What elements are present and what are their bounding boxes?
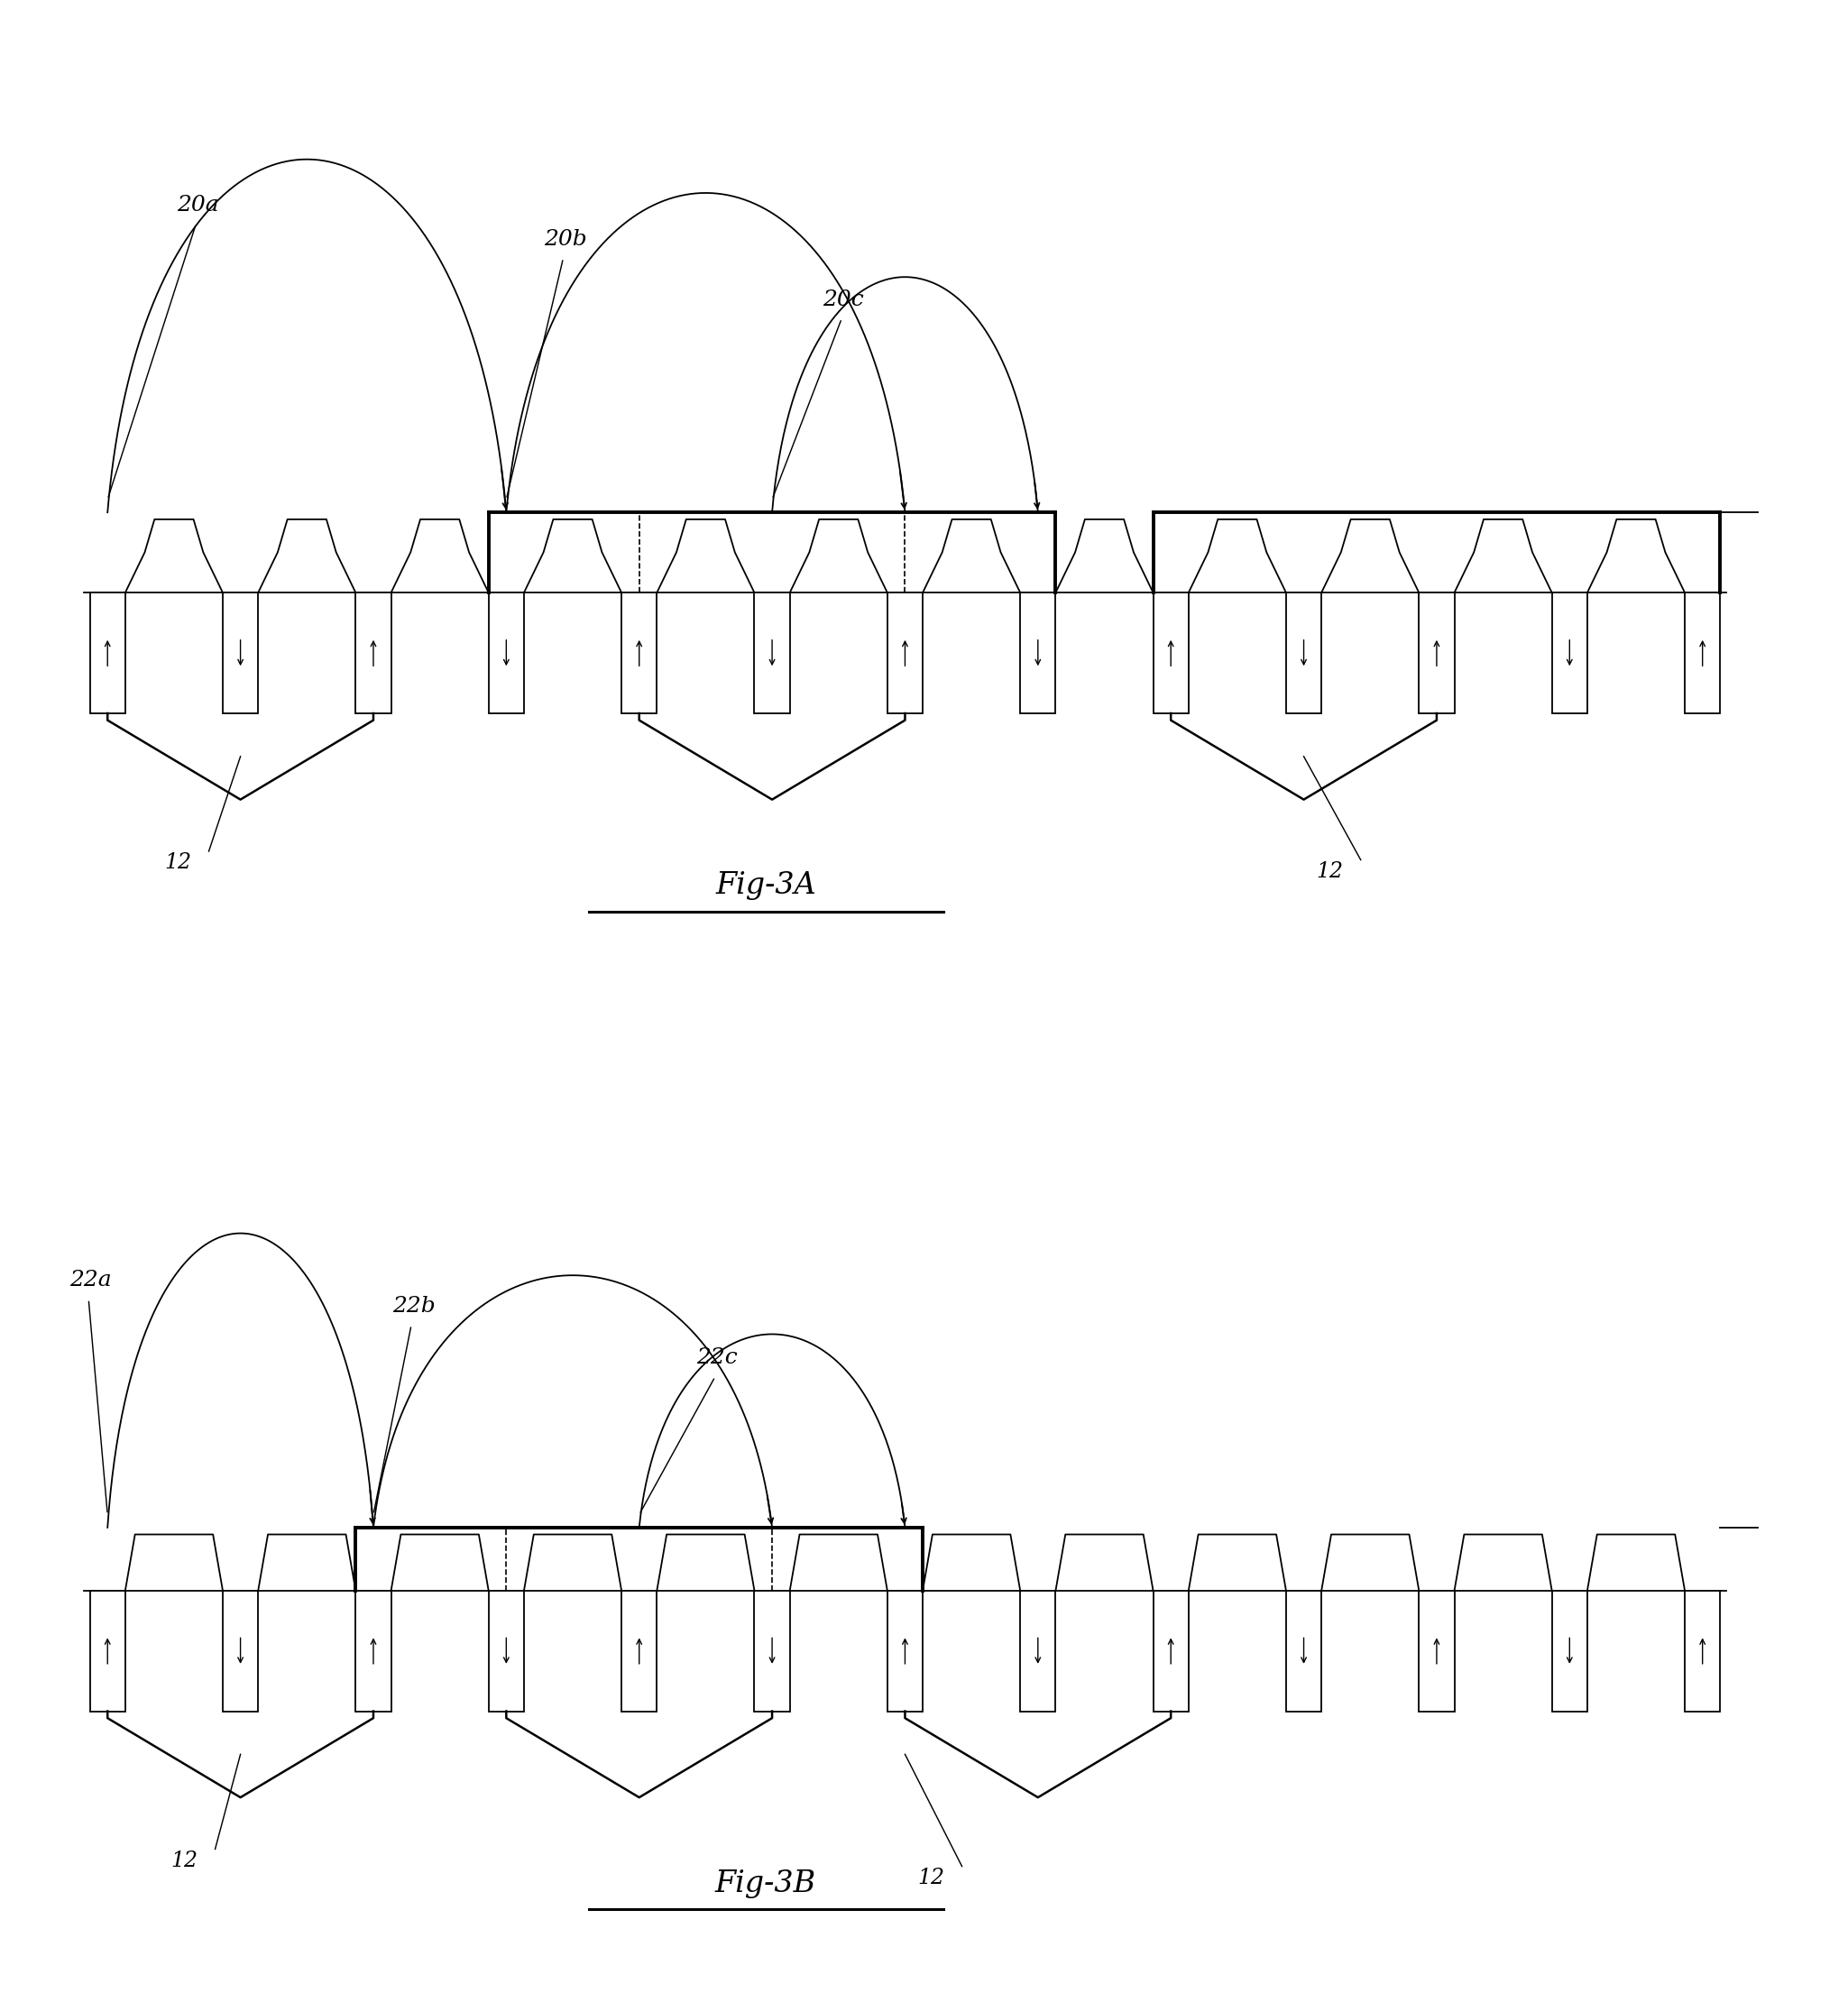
Bar — [1153, 1590, 1188, 1712]
Bar — [224, 1590, 259, 1712]
Bar — [1552, 593, 1587, 713]
Text: Fig-3B: Fig-3B — [715, 1870, 817, 1898]
Bar — [1286, 593, 1321, 713]
Bar — [91, 593, 126, 713]
Bar — [887, 593, 922, 713]
Bar — [91, 1590, 126, 1712]
Bar — [488, 1590, 525, 1712]
Bar — [1419, 1590, 1454, 1712]
Text: 22a: 22a — [70, 1269, 111, 1291]
Bar — [1153, 593, 1188, 713]
Bar — [488, 593, 525, 713]
Text: 12: 12 — [918, 1868, 944, 1888]
Bar — [355, 1590, 392, 1712]
Bar — [1552, 1590, 1587, 1712]
Text: 22c: 22c — [697, 1347, 737, 1367]
Bar — [621, 1590, 656, 1712]
Bar — [1020, 1590, 1055, 1712]
Bar — [754, 593, 789, 713]
Bar — [1419, 593, 1454, 713]
Bar — [224, 593, 259, 713]
Bar — [355, 593, 392, 713]
Bar — [887, 1590, 922, 1712]
Bar — [1020, 593, 1055, 713]
Bar — [1685, 1590, 1720, 1712]
Bar — [1286, 1590, 1321, 1712]
Text: Fig-3A: Fig-3A — [715, 871, 817, 901]
Bar — [1685, 593, 1720, 713]
Text: 20c: 20c — [822, 288, 865, 310]
Text: 12: 12 — [170, 1850, 198, 1872]
Text: 20a: 20a — [177, 194, 220, 214]
Bar — [754, 1590, 789, 1712]
Text: 20b: 20b — [545, 228, 588, 250]
Text: 22b: 22b — [392, 1295, 436, 1317]
Text: 12: 12 — [164, 853, 192, 873]
Bar — [621, 593, 656, 713]
Text: 12: 12 — [1316, 861, 1343, 881]
